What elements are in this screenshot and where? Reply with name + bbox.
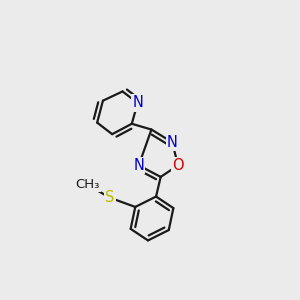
Text: N: N — [132, 95, 143, 110]
Text: N: N — [167, 135, 178, 150]
Text: O: O — [172, 158, 184, 173]
Text: N: N — [133, 158, 144, 173]
Text: CH₃: CH₃ — [76, 178, 100, 191]
Text: S: S — [105, 190, 115, 205]
